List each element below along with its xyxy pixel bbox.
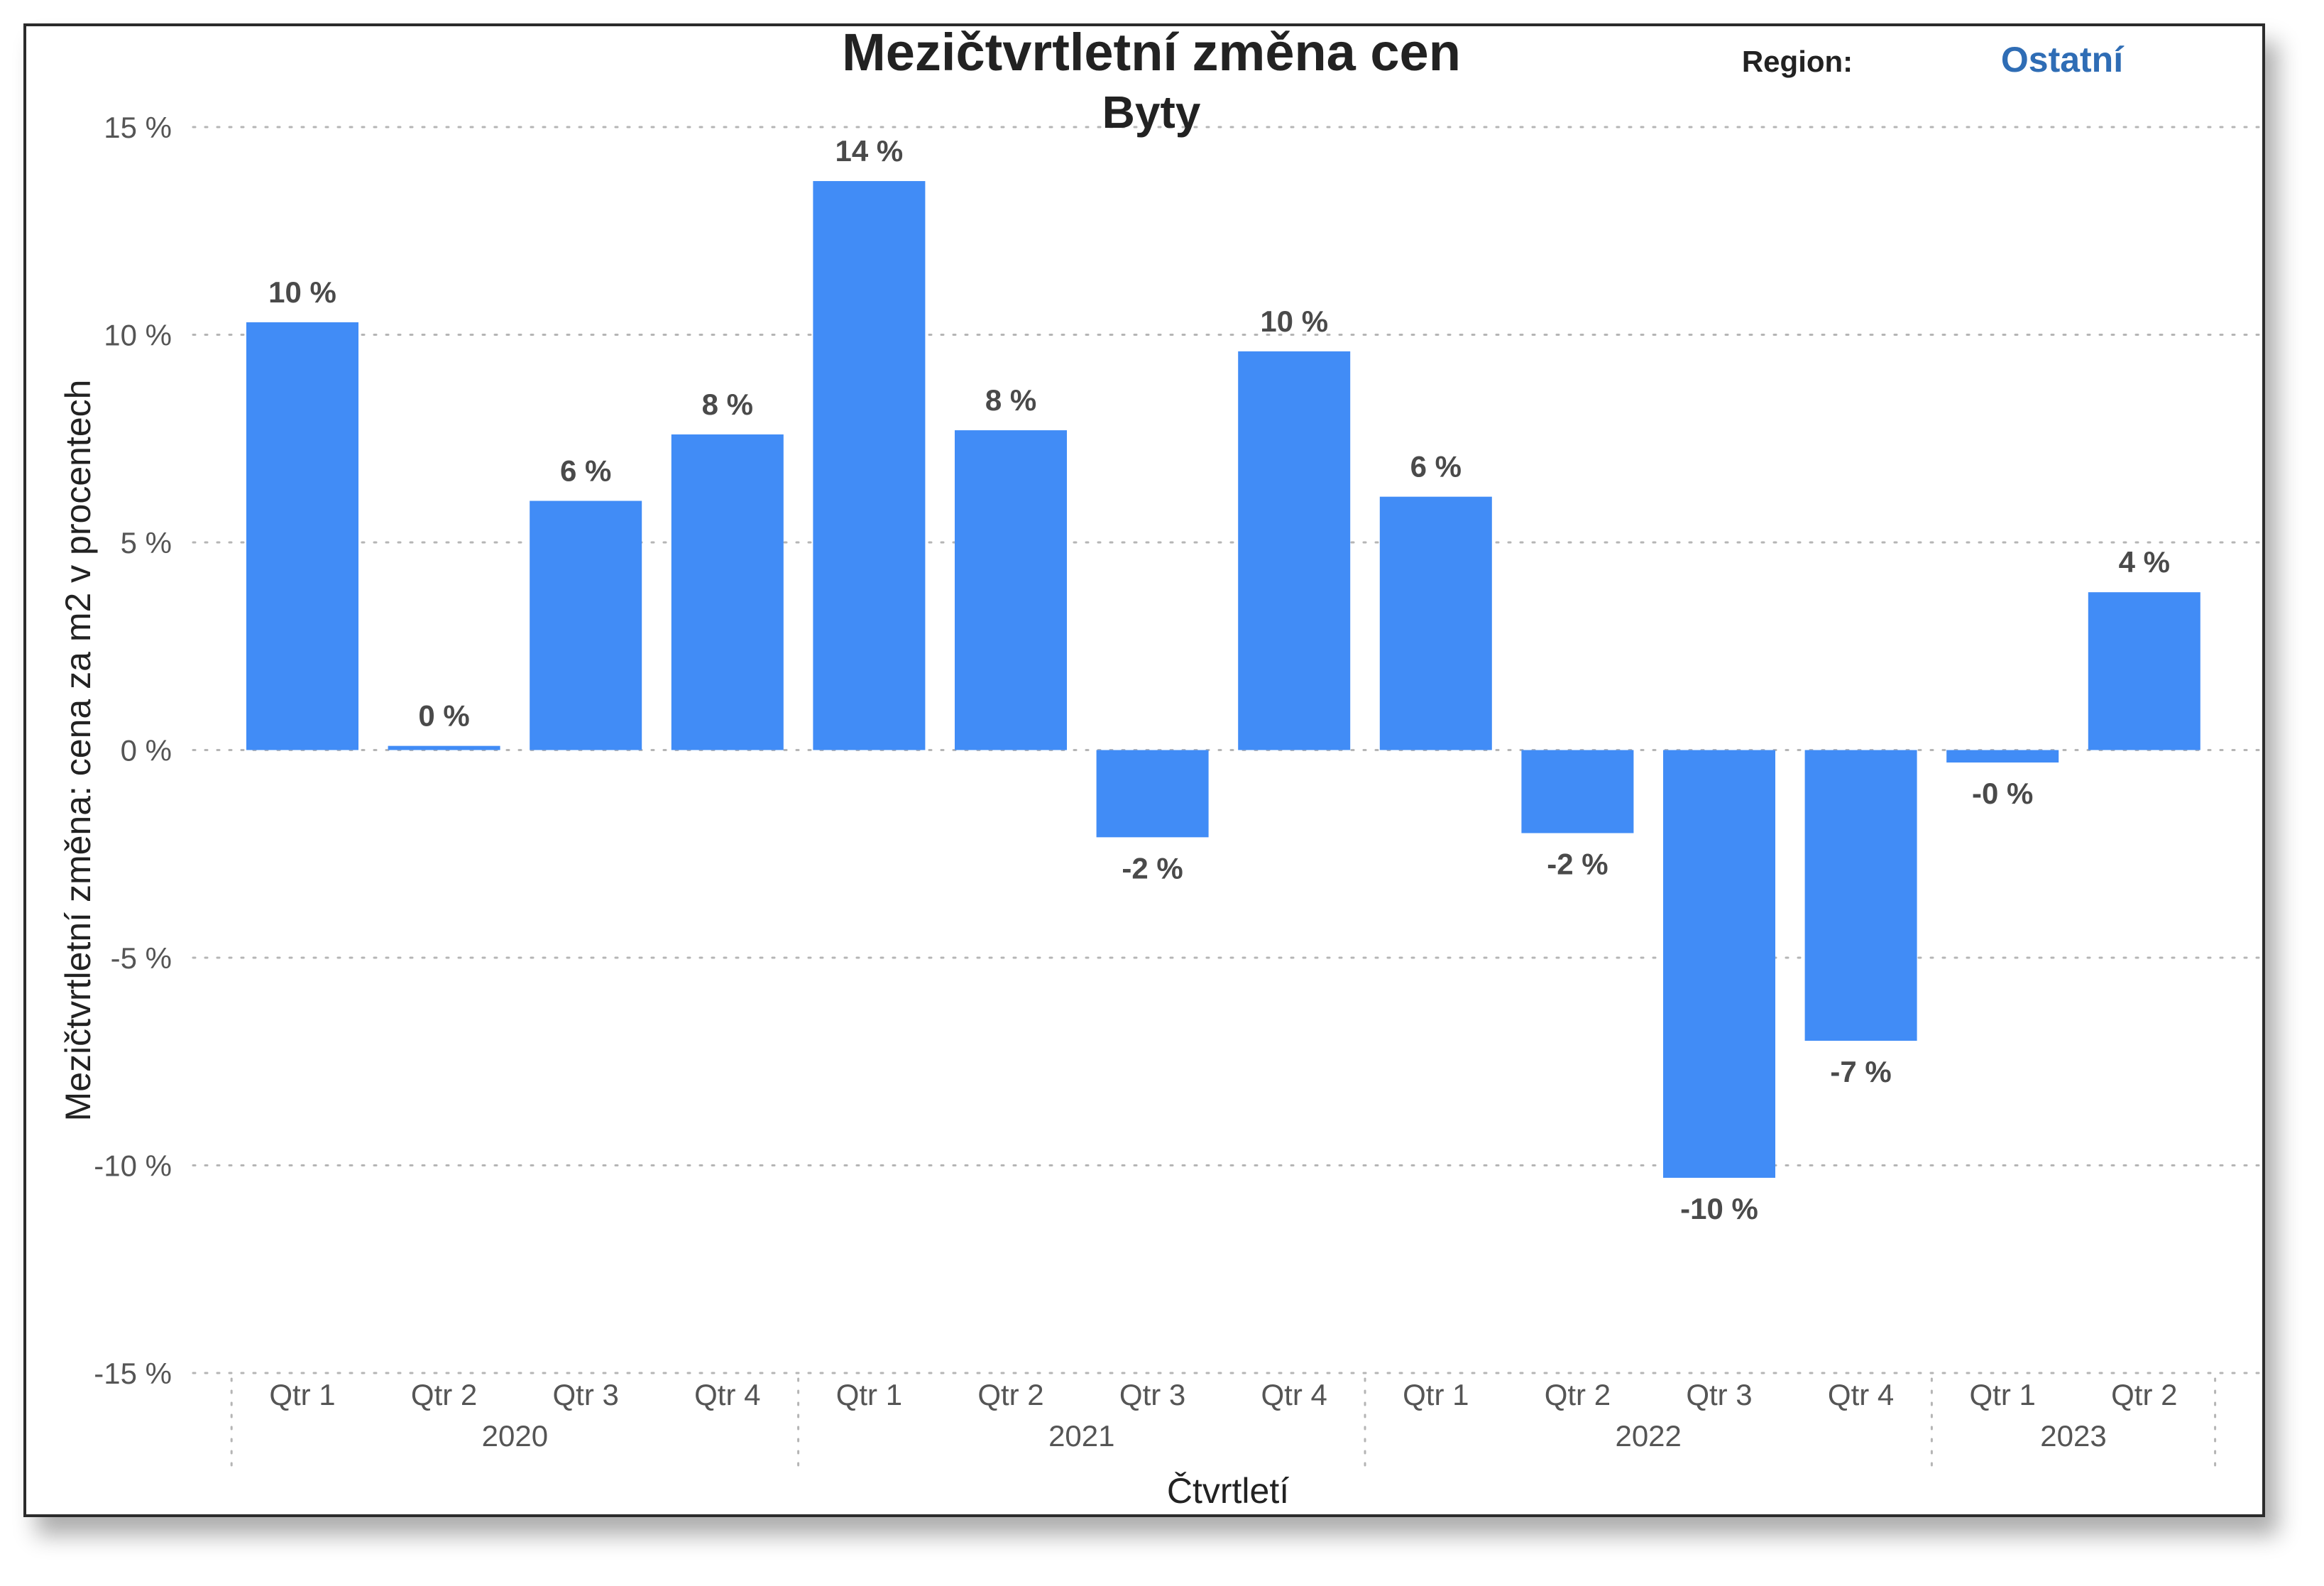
data-label: 10 % bbox=[1260, 305, 1328, 338]
data-label: -10 % bbox=[1680, 1192, 1758, 1225]
y-tick-label: 5 % bbox=[121, 526, 172, 559]
y-axis-title: Mezičtvrtletní změna: cena za m2 v proce… bbox=[58, 380, 98, 1122]
x-group-label: 2021 bbox=[1048, 1419, 1114, 1453]
bar bbox=[1379, 496, 1492, 750]
bars bbox=[246, 181, 2200, 1178]
x-tick-label: Qtr 4 bbox=[1828, 1378, 1894, 1411]
data-label: 14 % bbox=[835, 134, 904, 168]
x-tick-label: Qtr 3 bbox=[1686, 1378, 1752, 1411]
y-axis-ticks: 15 % 10 % 5 % 0 % -5 % -10 % -15 % bbox=[94, 111, 172, 1390]
bar bbox=[813, 181, 926, 750]
data-label: 8 % bbox=[985, 383, 1036, 417]
x-tick-label: Qtr 1 bbox=[269, 1378, 335, 1411]
data-label: 0 % bbox=[418, 699, 469, 733]
x-tick-label: Qtr 4 bbox=[1261, 1378, 1327, 1411]
data-label: -0 % bbox=[1972, 777, 2033, 810]
data-label: 6 % bbox=[1410, 450, 1462, 483]
bar bbox=[1096, 750, 1209, 838]
bar bbox=[1521, 750, 1634, 833]
y-tick-label: 10 % bbox=[104, 319, 172, 352]
y-tick-label: -5 % bbox=[111, 941, 172, 975]
data-label: -2 % bbox=[1547, 848, 1608, 881]
bar bbox=[1946, 750, 2059, 763]
chart-title: Mezičtvrtletní změna cen bbox=[842, 26, 1461, 82]
x-tick-label: Qtr 3 bbox=[1119, 1378, 1185, 1411]
data-labels: 10 % 0 % 6 % 8 % 14 % 8 % -2 % 10 % 6 % -2 % -10 %… bbox=[268, 134, 2170, 1225]
y-tick-label: 0 % bbox=[121, 734, 172, 767]
y-tick-label: 15 % bbox=[104, 111, 172, 144]
x-tick-label: Qtr 1 bbox=[1970, 1378, 2036, 1411]
y-tick-label: -15 % bbox=[94, 1357, 172, 1390]
bar bbox=[388, 745, 500, 750]
data-label: 6 % bbox=[560, 454, 611, 488]
data-label: 8 % bbox=[702, 388, 753, 421]
bar bbox=[530, 501, 642, 750]
bar-chart: 10 % 0 % 6 % 8 % 14 % 8 % -2 % 10 % 6 % -2 % -10 %… bbox=[58, 26, 2260, 1511]
x-group-label: 2022 bbox=[1615, 1419, 1681, 1453]
bar bbox=[1238, 351, 1351, 750]
x-tick-label: Qtr 1 bbox=[1403, 1378, 1469, 1411]
data-label: 4 % bbox=[2119, 545, 2170, 579]
bar bbox=[1804, 750, 1917, 1041]
x-tick-label: Qtr 1 bbox=[836, 1378, 902, 1411]
x-axis: Qtr 1 Qtr 2 Qtr 3 Qtr 4 Qtr 1 Qtr 2 Qtr 3 Qtr 4… bbox=[230, 1377, 2217, 1469]
region-filter-label: Region: bbox=[1742, 45, 1853, 78]
region-filter-value[interactable]: Ostatní bbox=[2001, 40, 2125, 80]
x-tick-label: Qtr 2 bbox=[1545, 1378, 1611, 1411]
x-tick-label: Qtr 2 bbox=[977, 1378, 1043, 1411]
x-tick-label: Qtr 3 bbox=[553, 1378, 619, 1411]
x-group-label: 2023 bbox=[2040, 1419, 2106, 1453]
y-tick-label: -10 % bbox=[94, 1149, 172, 1183]
x-axis-title: Čtvrtletí bbox=[1167, 1471, 1289, 1511]
data-label: -7 % bbox=[1830, 1055, 1891, 1088]
chart-subtitle: Byty bbox=[1102, 87, 1201, 138]
x-tick-label: Qtr 4 bbox=[694, 1378, 760, 1411]
bar bbox=[671, 434, 784, 750]
chart-frame: 10 % 0 % 6 % 8 % 14 % 8 % -2 % 10 % 6 % -2 % -10 %… bbox=[23, 23, 2265, 1517]
x-tick-label: Qtr 2 bbox=[2111, 1378, 2177, 1411]
bar bbox=[955, 430, 1067, 750]
bar bbox=[1663, 750, 1775, 1178]
data-label: -2 % bbox=[1122, 851, 1183, 885]
bar bbox=[246, 322, 358, 750]
bar bbox=[2088, 592, 2200, 750]
data-label: 10 % bbox=[268, 275, 336, 309]
x-tick-label: Qtr 2 bbox=[411, 1378, 477, 1411]
x-group-label: 2020 bbox=[482, 1419, 548, 1453]
